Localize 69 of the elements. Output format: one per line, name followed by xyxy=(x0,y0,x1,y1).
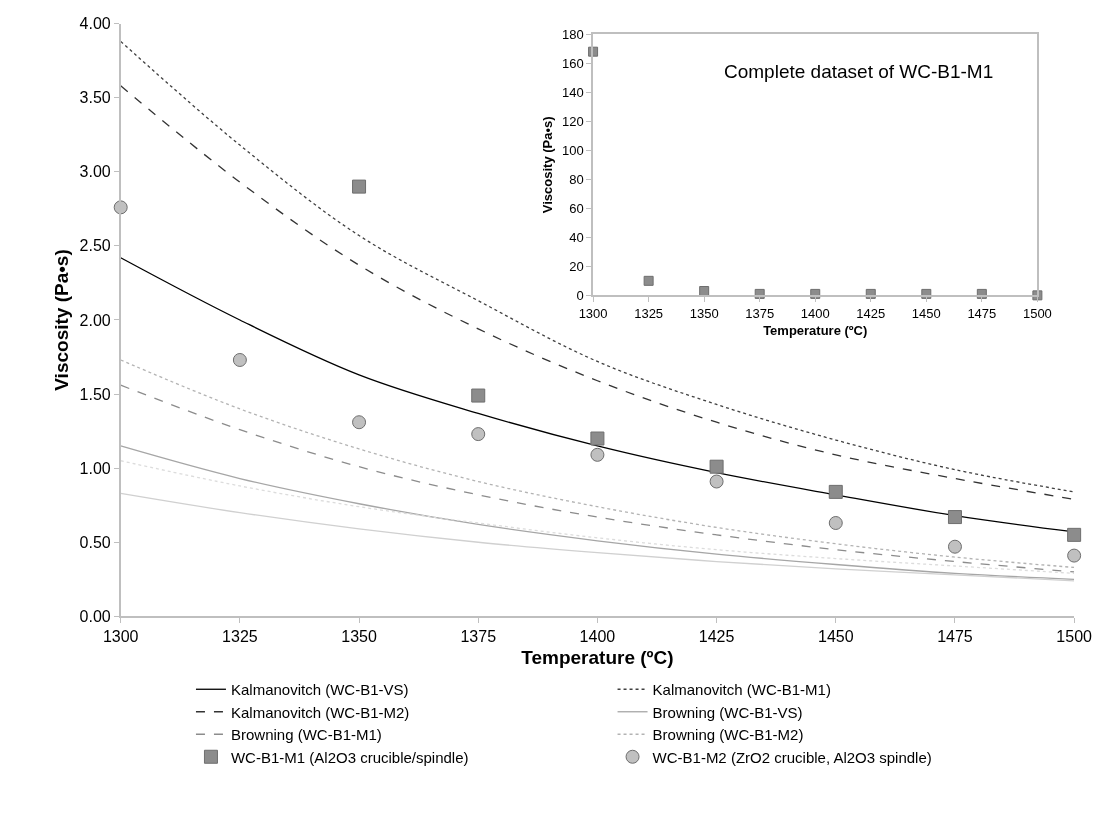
y-tick-label: 1.00 xyxy=(79,459,111,477)
x-tick-label: 1475 xyxy=(937,628,973,646)
point xyxy=(232,352,247,367)
y-tick-label: 0.50 xyxy=(79,533,111,551)
legend-label: Kalmanovitch (WC-B1-VS) xyxy=(230,681,409,699)
y-axis-title: Viscosity (Pa•s) xyxy=(540,116,556,214)
x-tick-label: 1500 xyxy=(1056,628,1093,646)
legend-label: Kalmanovitch (WC-B1-M2) xyxy=(230,703,410,721)
point xyxy=(828,516,843,530)
point xyxy=(352,415,367,430)
x-tick-label: 1500 xyxy=(1022,305,1052,321)
point xyxy=(1067,527,1082,542)
point xyxy=(1067,548,1082,563)
point xyxy=(947,510,962,525)
point xyxy=(471,388,486,403)
x-tick-label: 1300 xyxy=(102,628,139,646)
point xyxy=(590,431,605,446)
y-tick-label: 0.00 xyxy=(79,607,111,625)
text: Complete dataset of WC-B1-M1 xyxy=(724,61,994,82)
x-tick-label: 1325 xyxy=(222,628,258,646)
line-series xyxy=(120,492,1075,582)
y-tick-label: 80 xyxy=(569,171,584,187)
y-axis-title: Viscosity (Pa•s) xyxy=(50,249,72,391)
x-tick-label: 1400 xyxy=(800,305,830,321)
x-tick-label: 1375 xyxy=(745,305,775,321)
x-tick-label: 1350 xyxy=(341,628,377,646)
x-tick-label: 1450 xyxy=(817,628,854,646)
y-tick-label: 2.00 xyxy=(79,311,111,329)
y-tick-label: 2.50 xyxy=(79,237,111,255)
y-tick-label: 20 xyxy=(569,258,584,274)
point xyxy=(709,459,724,474)
x-axis-title: Temperature (ºC) xyxy=(521,646,674,668)
y-tick-label: 3.50 xyxy=(79,89,111,107)
point xyxy=(1032,290,1043,301)
y-tick-label: 40 xyxy=(569,229,584,245)
y-tick-label: 100 xyxy=(562,142,584,158)
y-tick-label: 60 xyxy=(569,200,584,216)
x-tick-label: 1375 xyxy=(460,628,497,646)
legend-label: Browning (WC-B1-M1) xyxy=(230,726,382,744)
y-tick-label: 3.00 xyxy=(79,163,111,181)
legend-label: WC-B1-M2 (ZrO2 crucible, Al2O3 spindle) xyxy=(652,748,932,766)
y-tick-label: 180 xyxy=(562,26,584,42)
y-tick-label: 140 xyxy=(562,84,584,100)
y-tick-label: 160 xyxy=(562,55,584,71)
y-tick-label: 0 xyxy=(576,287,584,303)
x-tick-label: 1475 xyxy=(967,305,997,321)
x-tick-label: 1300 xyxy=(578,305,608,321)
x-tick-label: 1450 xyxy=(911,305,941,321)
legend-label: Browning (WC-B1-M2) xyxy=(652,726,804,744)
legend-label: Browning (WC-B1-VS) xyxy=(652,703,803,721)
legend-label: WC-B1-M1 (Al2O3 crucible/spindle) xyxy=(230,748,469,766)
x-tick-label: 1325 xyxy=(634,305,664,321)
x-tick-label: 1425 xyxy=(856,305,886,321)
point xyxy=(699,286,710,296)
y-tick-label: 120 xyxy=(562,113,584,129)
x-tick-label: 1400 xyxy=(579,628,616,646)
legend-label: Kalmanovitch (WC-B1-M1) xyxy=(652,681,831,699)
y-tick-label: 1.50 xyxy=(79,385,111,403)
y-tick-label: 4.00 xyxy=(79,15,111,33)
point xyxy=(828,484,843,499)
point xyxy=(471,427,486,442)
x-tick-label: 1350 xyxy=(689,305,719,321)
x-tick-label: 1425 xyxy=(698,628,735,646)
point xyxy=(709,474,724,489)
point xyxy=(590,447,605,462)
point xyxy=(643,275,654,286)
x-axis-title: Temperature (ºC) xyxy=(763,322,868,338)
point xyxy=(352,179,367,194)
point xyxy=(947,539,962,554)
